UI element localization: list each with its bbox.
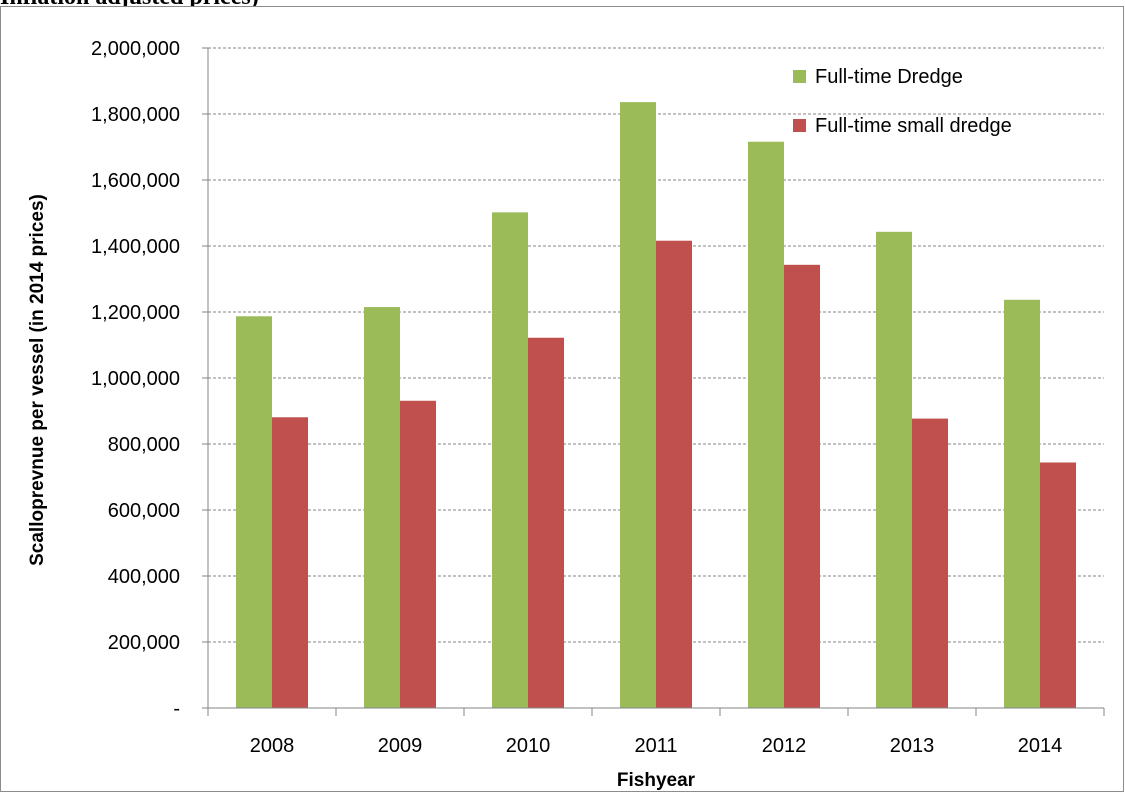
x-tick-label: 2008 — [250, 735, 295, 757]
bars — [236, 102, 1076, 709]
y-tick-label: 600,000 — [108, 500, 180, 522]
legend-label: Full-time small dredge — [815, 115, 1012, 137]
bar-full-time-small-dredge — [656, 240, 692, 708]
bar-full-time-small-dredge — [272, 417, 308, 708]
y-tick-label: 200,000 — [108, 632, 180, 654]
bar-full-time-small-dredge — [1040, 462, 1076, 708]
bar-full-time-small-dredge — [912, 418, 948, 708]
y-axis-title: Scalloprevnue per vessel (in 2014 prices… — [27, 194, 48, 566]
x-axis-title: Fishyear — [617, 770, 696, 791]
y-tick-labels: - 200,000 400,000 600,000 800,000 1,000,000 1,… — [91, 38, 180, 720]
y-tick-label: 1,400,000 — [91, 236, 180, 258]
legend: Full-time Dredge Full-time small dredge — [793, 66, 1012, 137]
y-tick-label: 1,600,000 — [91, 170, 180, 192]
legend-swatch — [793, 70, 806, 83]
x-tick-label: 2014 — [1018, 735, 1063, 757]
y-tick-label: - — [173, 698, 180, 720]
legend-label: Full-time Dredge — [815, 66, 963, 88]
y-tick-label: 1,800,000 — [91, 104, 180, 126]
bar-full-time-dredge — [492, 212, 528, 708]
x-tick-labels: 2008 2009 2010 2011 2012 2013 2014 — [250, 735, 1063, 757]
x-tick-label: 2011 — [634, 735, 677, 757]
y-tick-label: 2,000,000 — [91, 38, 180, 60]
y-tick-label: 1,000,000 — [91, 368, 180, 390]
axes — [202, 47, 1105, 716]
bar-full-time-dredge — [236, 316, 272, 708]
y-tick-label: 1,200,000 — [91, 302, 180, 324]
bar-full-time-small-dredge — [400, 400, 436, 708]
legend-swatch — [793, 119, 806, 132]
figure-caption: Inflation adjusted prices) — [0, 0, 259, 11]
bar-full-time-dredge — [748, 141, 784, 709]
bar-full-time-dredge — [364, 307, 400, 708]
x-tick-label: 2010 — [506, 735, 551, 757]
bar-full-time-small-dredge — [784, 264, 820, 708]
x-tick-label: 2012 — [762, 735, 807, 757]
y-tick-label: 400,000 — [108, 566, 180, 588]
bar-full-time-dredge — [1004, 299, 1040, 708]
bar-full-time-small-dredge — [528, 337, 564, 708]
bar-full-time-dredge — [876, 231, 912, 708]
x-tick-label: 2013 — [890, 735, 935, 757]
y-tick-label: 800,000 — [108, 434, 180, 456]
x-tick-label: 2009 — [378, 735, 423, 757]
bar-full-time-dredge — [620, 102, 656, 709]
